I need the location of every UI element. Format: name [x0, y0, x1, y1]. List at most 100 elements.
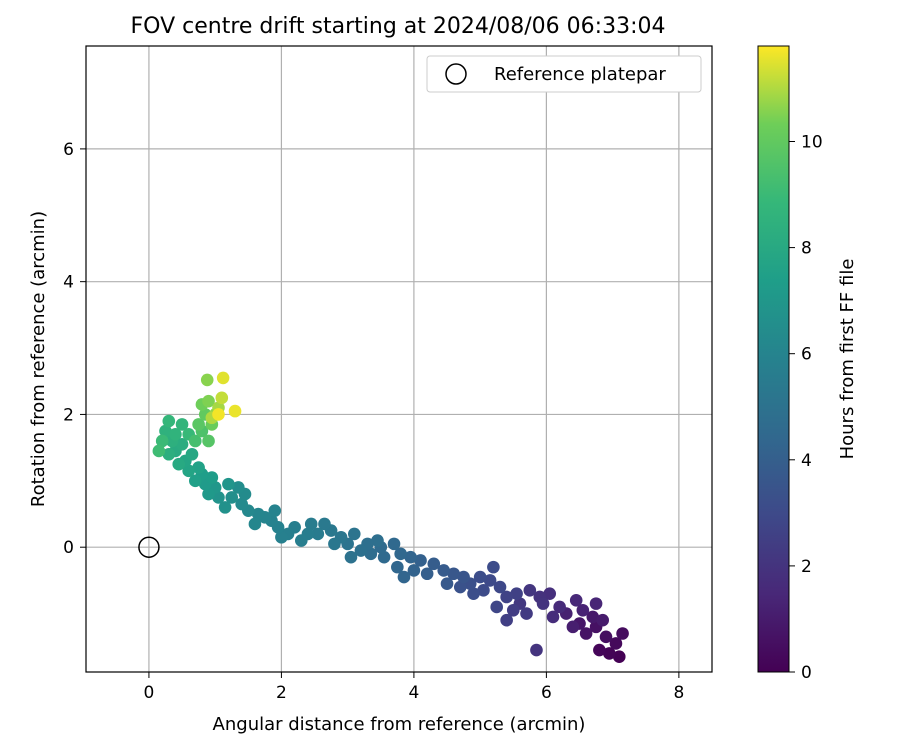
x-tick-label: 0 — [144, 683, 155, 703]
data-point — [404, 550, 417, 564]
data-point — [599, 630, 613, 644]
data-point — [228, 404, 242, 418]
data-point — [487, 560, 500, 574]
legend-box — [426, 55, 702, 93]
data-point — [172, 457, 186, 471]
data-point — [437, 564, 451, 577]
data-point — [523, 584, 537, 597]
legend-entry-label: Reference platepar — [494, 64, 666, 85]
data-point — [162, 447, 176, 461]
data-point — [175, 438, 189, 451]
data-point — [477, 584, 490, 597]
data-point — [185, 447, 199, 461]
legend: Reference platepar — [426, 55, 702, 93]
colorbar-tick-label: 8 — [801, 239, 812, 259]
data-point — [593, 643, 606, 657]
data-point — [493, 580, 507, 594]
x-tick-label: 6 — [541, 683, 552, 703]
data-point — [318, 517, 331, 531]
data-point — [222, 477, 235, 491]
data-point — [589, 597, 603, 610]
y-axis-label: Rotation from reference (arcmin) — [28, 211, 49, 507]
x-axis-label: Angular distance from reference (arcmin) — [213, 714, 586, 735]
data-point — [251, 507, 265, 521]
data-point — [603, 647, 616, 660]
x-axis-ticks: 0 2 4 6 8 — [144, 672, 684, 703]
data-point — [414, 554, 427, 567]
data-point — [543, 587, 557, 600]
data-point — [371, 534, 384, 547]
data-point — [553, 600, 566, 614]
data-point — [232, 481, 245, 494]
colorbar-tick-label: 2 — [801, 557, 812, 577]
data-point — [457, 570, 470, 584]
data-point — [162, 414, 176, 428]
data-point — [202, 434, 215, 448]
data-point — [500, 590, 513, 604]
data-point — [347, 527, 361, 541]
data-point — [407, 564, 421, 577]
data-point — [579, 627, 593, 640]
data-point — [546, 610, 560, 624]
data-point — [344, 550, 358, 564]
data-point — [510, 587, 523, 600]
data-point — [536, 597, 550, 610]
data-point — [205, 471, 219, 484]
data-point — [420, 567, 434, 581]
data-point — [616, 627, 629, 640]
data-point — [354, 544, 368, 557]
data-point — [200, 373, 214, 387]
y-tick-label: 6 — [63, 140, 74, 160]
data-point — [189, 434, 202, 448]
data-point — [294, 534, 308, 547]
data-point — [218, 501, 232, 514]
data-point — [500, 613, 513, 627]
y-tick-label: 4 — [63, 273, 74, 293]
data-point — [467, 587, 480, 600]
data-point — [192, 418, 205, 431]
data-point — [212, 408, 225, 421]
data-point — [391, 560, 404, 574]
data-point — [216, 371, 230, 385]
data-point — [311, 527, 325, 541]
data-point — [447, 567, 460, 581]
data-point — [235, 497, 248, 511]
data-point — [453, 580, 467, 594]
data-point — [609, 637, 623, 650]
colorbar: 0 2 4 6 8 10 Hours from first FF file — [757, 45, 858, 683]
data-point — [169, 428, 182, 441]
plot-frame — [85, 45, 713, 673]
data-point — [612, 650, 626, 664]
colorbar-tick-label: 10 — [801, 132, 823, 152]
legend-marker — [445, 63, 467, 85]
colorbar-ticks: 0 2 4 6 8 10 — [789, 132, 823, 683]
reference-platepar-marker — [138, 536, 160, 558]
data-point — [530, 643, 543, 657]
y-axis-ticks: 0 2 4 6 — [63, 140, 86, 558]
data-point — [248, 517, 262, 531]
data-point — [215, 391, 229, 405]
data-point — [189, 474, 202, 488]
data-point — [159, 424, 172, 438]
data-point — [155, 434, 169, 448]
data-point — [175, 418, 189, 431]
reference-marker-group — [138, 536, 160, 558]
colorbar-tick-label: 4 — [801, 451, 812, 471]
data-point — [440, 577, 454, 591]
chart-title: FOV centre drift starting at 2024/08/06 … — [131, 14, 666, 39]
data-point — [483, 574, 497, 587]
data-point — [586, 610, 600, 624]
data-point — [576, 603, 590, 617]
data-point — [152, 444, 166, 458]
data-point — [182, 464, 195, 478]
data-point — [506, 603, 520, 617]
data-point — [202, 394, 215, 408]
data-point — [569, 594, 583, 607]
colorbar-gradient — [757, 45, 790, 673]
data-point — [202, 487, 215, 501]
data-point — [520, 607, 533, 620]
data-point — [397, 570, 411, 584]
data-point — [364, 547, 378, 561]
colorbar-tick-label: 0 — [801, 663, 812, 683]
